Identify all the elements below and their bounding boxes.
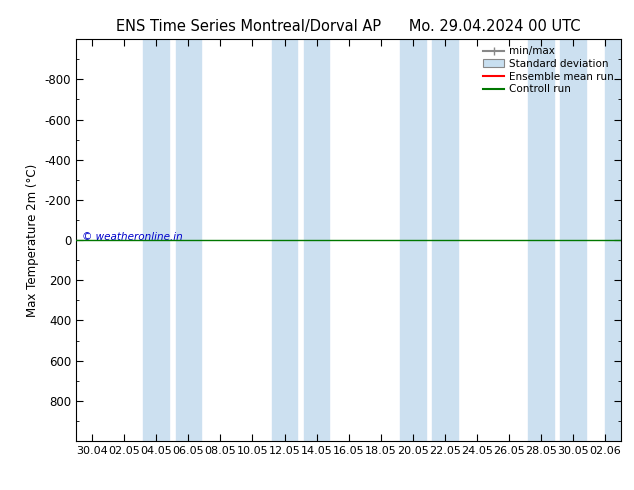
- Bar: [432, 39, 458, 441]
- Bar: [528, 39, 554, 441]
- Bar: [143, 39, 169, 441]
- Bar: [176, 39, 201, 441]
- Bar: [400, 39, 425, 441]
- Bar: [560, 39, 586, 441]
- Text: © weatheronline.in: © weatheronline.in: [82, 232, 183, 242]
- Bar: [304, 39, 330, 441]
- Title: ENS Time Series Montreal/Dorval AP      Mo. 29.04.2024 00 UTC: ENS Time Series Montreal/Dorval AP Mo. 2…: [117, 19, 581, 34]
- Bar: [272, 39, 297, 441]
- Legend: min/max, Standard deviation, Ensemble mean run, Controll run: min/max, Standard deviation, Ensemble me…: [481, 45, 616, 97]
- Bar: [605, 39, 621, 441]
- Y-axis label: Max Temperature 2m (°C): Max Temperature 2m (°C): [26, 164, 39, 317]
